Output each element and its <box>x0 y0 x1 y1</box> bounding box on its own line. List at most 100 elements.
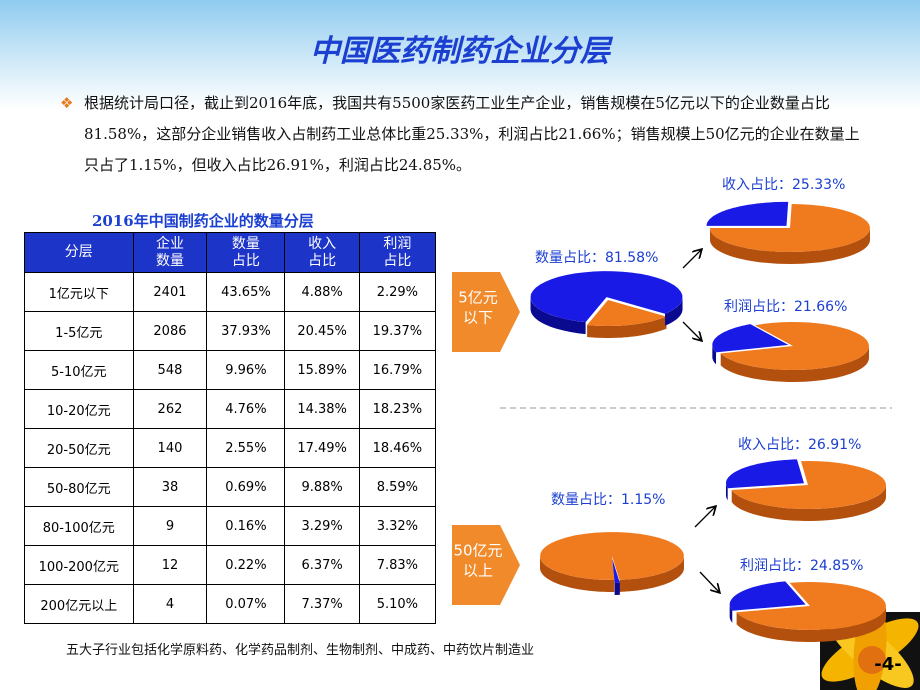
header-cell: 数量 占比 <box>206 232 286 273</box>
pie-side <box>587 316 667 338</box>
table-cell: 4.76% <box>206 389 286 429</box>
table-cell: 9 <box>132 506 208 546</box>
table-cell: 2401 <box>132 272 208 312</box>
bullet-text: 根据统计局口径，截止到2016年底，我国共有5500家医药工业生产企业，销售规模… <box>84 94 860 174</box>
bullet-icon: ❖ <box>60 94 74 112</box>
pie-top <box>736 582 886 630</box>
table-cell: 9.96% <box>206 350 286 390</box>
arrow <box>682 250 701 269</box>
callout-text: 以下 <box>463 309 493 327</box>
pie-side <box>530 297 586 335</box>
table-cell: 1-5亿元 <box>24 311 134 351</box>
table-cell: 7.83% <box>358 545 437 585</box>
table-cell: 1亿元以下 <box>24 272 134 312</box>
table-cell: 4 <box>132 584 208 624</box>
table-cell: 80-100亿元 <box>24 506 134 546</box>
table-row: 20-50亿元 140 2.55% 17.49% 18.46% <box>24 428 437 468</box>
callout-text: 50亿元 <box>453 542 502 560</box>
table-row: 1-5亿元 2086 37.93% 20.45% 19.37% <box>24 311 437 351</box>
pie-label: 数量占比：1.15% <box>551 492 665 508</box>
pie-top <box>612 558 620 583</box>
table-cell: 4.88% <box>284 272 360 312</box>
header-cell: 分层 <box>24 232 134 273</box>
table-row: 100-200亿元 12 0.22% 6.37% 7.83% <box>24 545 437 585</box>
header-cell: 收入 占比 <box>284 232 360 273</box>
pie-top <box>530 271 683 323</box>
pie-slice <box>530 271 683 335</box>
table-cell: 200亿元以上 <box>24 584 134 624</box>
table-row: 5-10亿元 548 9.96% 15.89% 16.79% <box>24 350 437 390</box>
table-cell: 0.69% <box>206 467 286 507</box>
pie-side <box>619 556 684 592</box>
arrow <box>699 571 719 592</box>
table-cell: 12 <box>132 545 208 585</box>
header-text: 利润 <box>383 235 412 252</box>
table-cell: 0.07% <box>206 584 286 624</box>
header-text: 分层 <box>64 244 93 260</box>
table-cell: 16.79% <box>358 350 437 390</box>
callout-arrow <box>452 525 520 605</box>
table-cell: 0.22% <box>206 545 286 585</box>
header-cell: 企业 数量 <box>132 232 208 273</box>
table-cell: 50-80亿元 <box>24 467 134 507</box>
pie-slice <box>712 324 789 365</box>
header-text: 占比 <box>231 252 260 269</box>
pie-top <box>731 461 886 509</box>
pie-label: 数量占比：81.58% <box>535 250 658 266</box>
arrow <box>694 507 715 528</box>
header-text: 占比 <box>308 252 337 269</box>
header-text: 收入 <box>308 235 337 252</box>
pie-top <box>587 300 667 326</box>
pie-top <box>720 322 869 370</box>
table-cell: 17.49% <box>284 428 360 468</box>
arrow <box>682 321 701 340</box>
pie-top <box>729 581 806 611</box>
page-number: -4- <box>874 654 901 675</box>
table-cell: 8.59% <box>358 467 437 507</box>
pie-label: 利润占比：24.85% <box>740 558 863 574</box>
header-cell: 利润 占比 <box>358 232 437 273</box>
pie-slice <box>725 459 804 501</box>
table-row: 80-100亿元 9 0.16% 3.29% 3.32% <box>24 506 437 546</box>
pie-side <box>710 228 870 264</box>
table-cell: 15.89% <box>284 350 360 390</box>
callout-text: 以上 <box>463 562 493 580</box>
header-text: 占比 <box>383 252 412 269</box>
pie-top <box>725 459 804 489</box>
pie-slice <box>710 204 870 264</box>
table-cell: 6.37% <box>284 545 360 585</box>
pie-slice <box>540 532 684 592</box>
pie-top <box>712 324 789 353</box>
table-cell: 18.46% <box>358 428 437 468</box>
callout-arrow <box>452 272 520 352</box>
pie-side <box>712 344 717 365</box>
pie-top <box>540 532 684 580</box>
table-cell: 37.93% <box>206 311 286 351</box>
callout-text: 5亿元 <box>458 289 498 307</box>
table-cell: 7.37% <box>284 584 360 624</box>
table-cell: 2.29% <box>358 272 437 312</box>
header-text: 企业 <box>155 235 184 252</box>
table-cell: 18.23% <box>358 389 437 429</box>
table-cell: 10-20亿元 <box>24 389 134 429</box>
table-cell: 262 <box>132 389 208 429</box>
pie-side <box>540 556 615 592</box>
footnote: 五大子行业包括化学原料药、化学药品制剂、生物制剂、中成药、中药饮片制造业 <box>66 643 535 658</box>
table-cell: 140 <box>132 428 208 468</box>
table-cell: 14.38% <box>284 389 360 429</box>
pie-slice <box>720 322 869 382</box>
pie-side <box>729 604 733 623</box>
table-row: 10-20亿元 262 4.76% 14.38% 18.23% <box>24 389 437 429</box>
table-cell: 2.55% <box>206 428 286 468</box>
pie-label: 收入占比：26.91% <box>738 437 861 453</box>
table-cell: 5-10亿元 <box>24 350 134 390</box>
table-row: 200亿元以上 4 0.07% 7.37% 5.10% <box>24 584 437 624</box>
table-cell: 2086 <box>132 311 208 351</box>
pie-label: 收入占比：25.33% <box>722 177 845 193</box>
pie-side <box>725 483 728 501</box>
header-text: 数量 <box>155 252 184 269</box>
slide-title: 中国医药制药企业分层 <box>310 34 610 69</box>
table-title: 2016年中国制药企业的数量分层 <box>92 212 314 230</box>
table-cell: 548 <box>132 350 208 390</box>
